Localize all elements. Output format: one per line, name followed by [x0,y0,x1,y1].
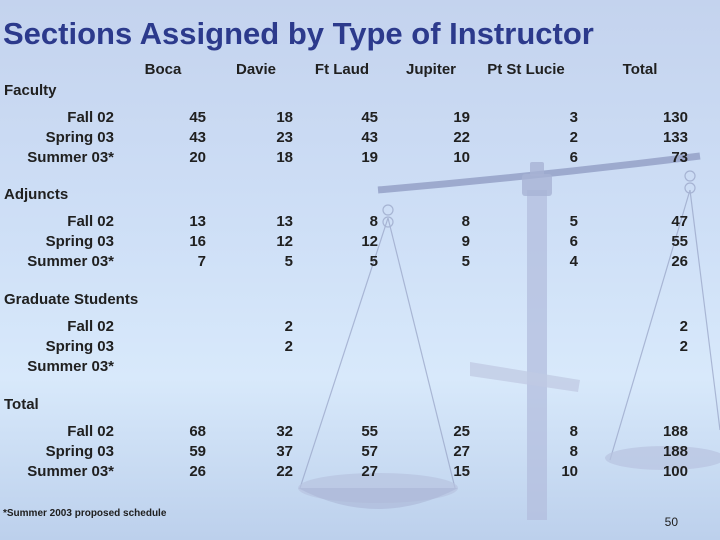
table-cell: 26 [671,253,688,270]
table-cell: 57 [361,443,378,460]
table-cell: 2 [679,318,688,335]
table-cell: 55 [671,233,688,250]
table-cell: 188 [662,423,688,440]
table-cell: 19 [361,149,378,166]
table-cell: 22 [276,463,293,480]
table-cell: 130 [662,109,688,126]
table-cell: 13 [189,213,206,230]
row-label: Summer 03* [27,358,114,375]
table-cell: 5 [461,253,470,270]
table-cell: 100 [662,463,688,480]
table-cell: 10 [561,463,578,480]
table-cell: 27 [453,443,470,460]
column-header-pt-st-lucie: Pt St Lucie [487,61,565,78]
table-cell: 188 [662,443,688,460]
table-cell: 55 [361,423,378,440]
section-heading-faculty: Faculty [4,82,57,99]
row-label: Spring 03 [45,129,114,146]
row-label: Fall 02 [67,109,114,126]
table-cell: 6 [569,233,578,250]
column-header-jupiter: Jupiter [405,61,456,78]
table-cell: 45 [361,109,378,126]
slide-title: Sections Assigned by Type of Instructor [3,16,594,51]
row-label: Spring 03 [45,233,114,250]
table-cell: 133 [662,129,688,146]
section-heading-adjuncts: Adjuncts [4,186,69,203]
section-heading-graduate-students: Graduate Students [4,291,139,308]
row-label: Fall 02 [67,423,114,440]
table-cell: 2 [679,338,688,355]
table-cell: 6 [569,149,578,166]
table-cell: 19 [453,109,470,126]
row-label: Summer 03* [27,149,114,166]
table-cell: 20 [189,149,206,166]
table-cell: 2 [284,318,293,335]
table-cell: 47 [671,213,688,230]
table-cell: 10 [453,149,470,166]
table-cell: 7 [197,253,206,270]
column-header-boca: Boca [144,61,182,78]
row-label: Fall 02 [67,213,114,230]
table-cell: 8 [461,213,470,230]
row-label: Fall 02 [67,318,114,335]
table-cell: 26 [189,463,206,480]
table-cell: 23 [276,129,293,146]
table-cell: 18 [276,149,293,166]
table-cell: 43 [189,129,206,146]
table-cell: 27 [361,463,378,480]
column-header-davie: Davie [235,61,277,78]
table-cell: 59 [189,443,206,460]
table-cell: 5 [369,253,378,270]
table-cell: 18 [276,109,293,126]
table-cell: 3 [569,109,578,126]
table-cell: 37 [276,443,293,460]
row-label: Summer 03* [27,463,114,480]
table-cell: 8 [569,443,578,460]
table-cell: 9 [461,233,470,250]
table-cell: 2 [284,338,293,355]
table-cell: 5 [284,253,293,270]
table-cell: 5 [569,213,578,230]
table-cell: 4 [569,253,578,270]
page-number: 50 [664,515,678,529]
table-cell: 68 [189,423,206,440]
table-cell: 22 [453,129,470,146]
table-cell: 25 [453,423,470,440]
table-cell: 43 [361,129,378,146]
table-cell: 12 [361,233,378,250]
table-cell: 15 [453,463,470,480]
table-cell: 45 [189,109,206,126]
table-cell: 73 [671,149,688,166]
table-cell: 12 [276,233,293,250]
table-cell: 16 [189,233,206,250]
table-cell: 8 [569,423,578,440]
column-header-ft-laud: Ft Laud [314,61,370,78]
row-label: Spring 03 [45,338,114,355]
row-label: Spring 03 [45,443,114,460]
row-label: Summer 03* [27,253,114,270]
column-header-total: Total [622,61,658,78]
table-cell: 2 [569,129,578,146]
section-heading-total: Total [4,396,39,413]
table-cell: 32 [276,423,293,440]
footnote: *Summer 2003 proposed schedule [3,508,167,519]
table-cell: 13 [276,213,293,230]
table-cell: 8 [369,213,378,230]
